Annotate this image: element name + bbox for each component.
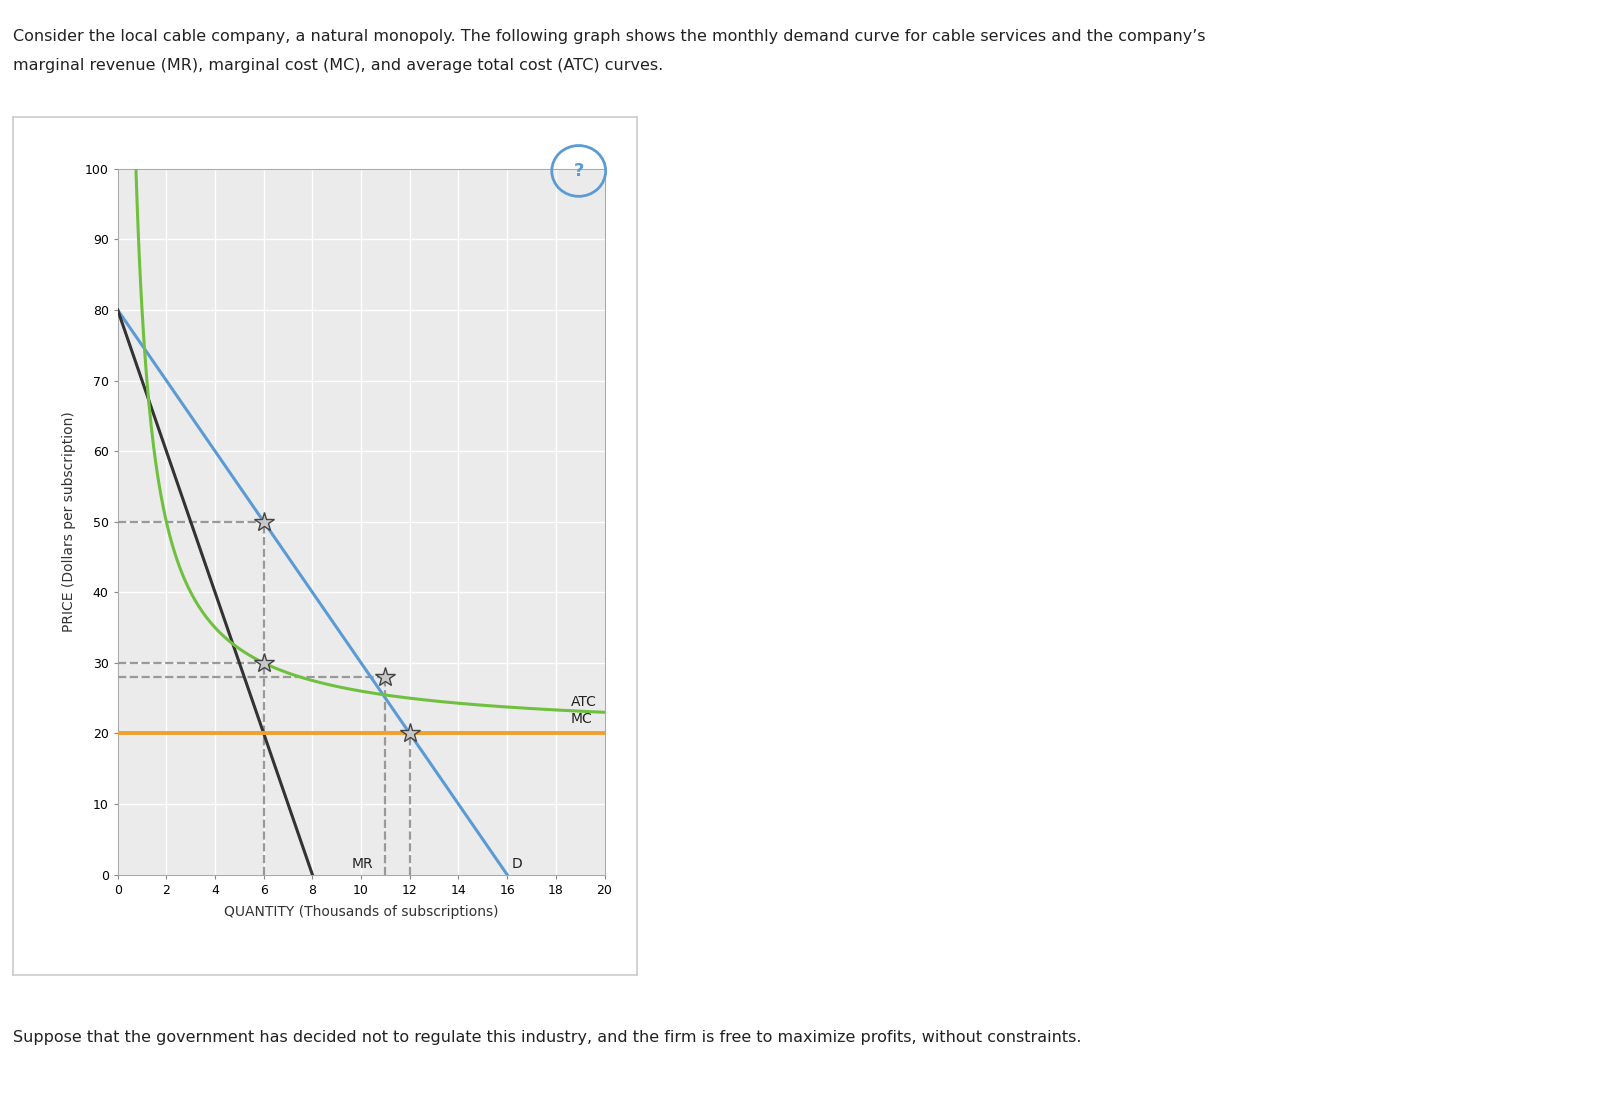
Y-axis label: PRICE (Dollars per subscription): PRICE (Dollars per subscription) bbox=[63, 412, 76, 632]
Text: marginal revenue (MR), marginal cost (MC), and average total cost (ATC) curves.: marginal revenue (MR), marginal cost (MC… bbox=[13, 58, 663, 73]
Text: Consider the local cable company, a natural monopoly. The following graph shows : Consider the local cable company, a natu… bbox=[13, 29, 1206, 44]
Text: MC: MC bbox=[571, 713, 592, 726]
X-axis label: QUANTITY (Thousands of subscriptions): QUANTITY (Thousands of subscriptions) bbox=[224, 905, 498, 919]
Text: D: D bbox=[513, 857, 522, 871]
Text: Suppose that the government has decided not to regulate this industry, and the f: Suppose that the government has decided … bbox=[13, 1030, 1082, 1046]
Text: MR: MR bbox=[351, 857, 372, 871]
Text: ?: ? bbox=[574, 162, 584, 180]
Text: ATC: ATC bbox=[571, 695, 596, 708]
